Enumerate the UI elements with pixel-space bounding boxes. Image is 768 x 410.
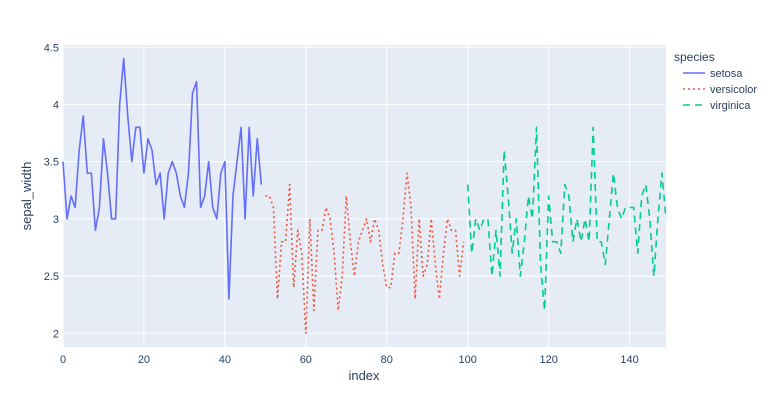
legend-label-setosa[interactable]: setosa [710, 68, 743, 80]
series-line-versicolor [265, 172, 465, 335]
legend-title: species [674, 50, 715, 64]
legend-label-virginica[interactable]: virginica [710, 100, 751, 112]
x-tick-label: 60 [300, 354, 312, 366]
x-tick-label: 100 [459, 354, 477, 366]
x-tick-label: 140 [620, 354, 638, 366]
series-line-setosa [62, 57, 263, 300]
legend: species setosa versicolor virginica [674, 50, 757, 112]
x-tick-labels: 0 20 40 60 80 100 120 140 [60, 354, 639, 366]
y-tick-label: 3 [53, 214, 59, 226]
x-axis-title: index [348, 368, 380, 383]
y-tick-label: 2 [53, 328, 59, 340]
y-tick-label: 2.5 [44, 271, 59, 283]
y-tick-label: 3.5 [44, 157, 59, 169]
x-tick-label: 80 [381, 354, 393, 366]
x-tick-label: 0 [60, 354, 66, 366]
series-layer [62, 57, 667, 335]
x-tick-label: 20 [138, 354, 150, 366]
y-tick-label: 4 [53, 99, 59, 111]
y-axis-title: sepal_width [19, 162, 34, 231]
x-tick-label: 40 [219, 354, 231, 366]
series-line-virginica [466, 126, 667, 312]
legend-label-versicolor[interactable]: versicolor [710, 84, 757, 96]
y-tick-label: 4.5 [44, 42, 59, 54]
x-tick-label: 120 [539, 354, 557, 366]
y-tick-labels: 2 2.5 3 3.5 4 4.5 [44, 42, 59, 340]
plot-background [63, 45, 666, 347]
